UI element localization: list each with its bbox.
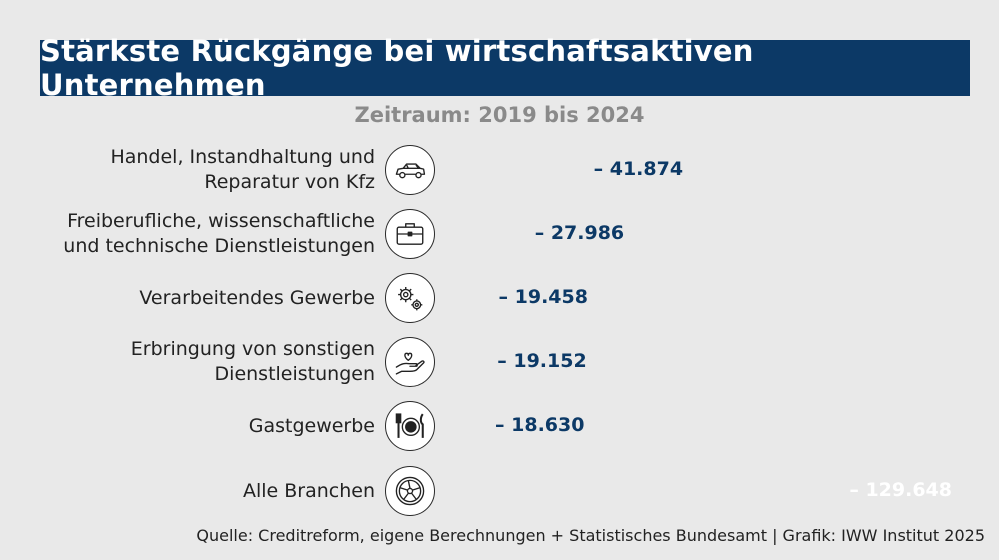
data-label: – 19.152 (497, 350, 587, 372)
chart-title: Stärkste Rückgänge bei wirtschaftsaktive… (40, 34, 970, 102)
category-label: Verarbeitendes Gewerbe (139, 286, 375, 309)
data-label: – 129.648 (849, 479, 952, 501)
source-note: Quelle: Creditreform, eigene Berechnunge… (196, 526, 985, 545)
chart-subtitle: Zeitraum: 2019 bis 2024 (354, 103, 645, 127)
hand-icon (385, 337, 435, 387)
gears-icon (385, 273, 435, 323)
car-icon (385, 145, 435, 195)
category-label: Freiberufliche, wissenschaftliche und tec… (63, 210, 375, 257)
category-label: Erbringung von sonstigen Dienstleistungen (130, 338, 375, 385)
data-label: – 18.630 (495, 414, 585, 436)
category-label: Gastgewerbe (248, 414, 375, 437)
briefcase-icon (385, 209, 435, 259)
category-label: Alle Branchen (242, 479, 375, 502)
data-label: – 41.874 (593, 158, 684, 180)
data-label: – 27.986 (534, 222, 625, 244)
category-label: Handel, Instandhaltung und Reparatur von … (110, 146, 375, 193)
plate-cutlery-icon (385, 401, 435, 451)
wheel-icon (385, 466, 435, 516)
data-label: – 19.458 (498, 286, 588, 308)
